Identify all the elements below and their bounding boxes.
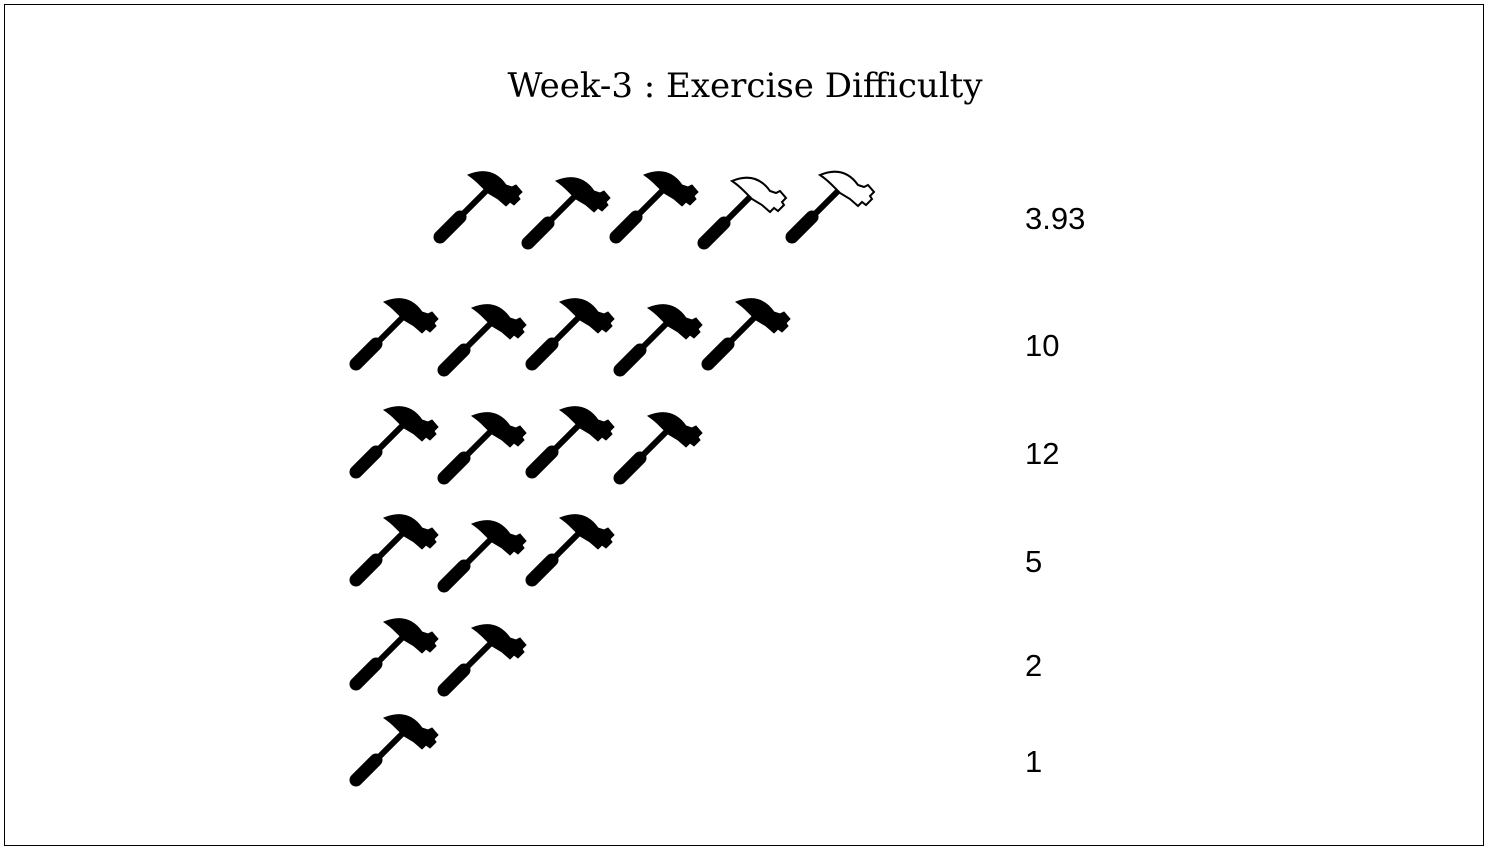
hammer-icon	[620, 413, 702, 478]
hammer-icon	[528, 178, 610, 243]
row-value-label: 12	[1025, 436, 1059, 471]
hammer-icon	[356, 619, 438, 684]
hammer-icon	[444, 521, 526, 586]
hammer-icon	[356, 299, 438, 364]
row-value-label: 10	[1025, 328, 1059, 363]
hammer-icon	[444, 413, 526, 478]
hammer-icon	[616, 172, 698, 237]
hammer-icon	[708, 299, 790, 364]
pictograph-row: 12	[356, 407, 1059, 478]
hammer-icon	[444, 305, 526, 370]
row-value-label: 1	[1025, 744, 1042, 779]
pictograph-row: 10	[356, 299, 1059, 370]
pictograph-row: 1	[356, 715, 1042, 780]
pictograph-row: 3.93	[440, 172, 1085, 243]
hammer-icon	[356, 407, 438, 472]
hammer-icon	[440, 172, 522, 237]
empty-hammer-icon	[792, 172, 874, 237]
hammer-icon	[356, 715, 438, 780]
row-value-label: 5	[1025, 544, 1042, 579]
chart-title: Week-3 : Exercise Difficulty	[507, 66, 983, 106]
hammer-icon	[356, 515, 438, 580]
pictograph-row: 2	[356, 619, 1042, 690]
hammer-icon	[532, 299, 614, 364]
row-value-label: 2	[1025, 648, 1042, 683]
hammer-icon	[532, 515, 614, 580]
chart-frame	[4, 4, 1484, 846]
hammer-icon	[444, 625, 526, 690]
pictograph-row: 5	[356, 515, 1042, 586]
row-value-label: 3.93	[1025, 201, 1085, 236]
hammer-icon	[620, 305, 702, 370]
hammer-icon	[532, 407, 614, 472]
partial-hammer-icon	[704, 178, 786, 243]
